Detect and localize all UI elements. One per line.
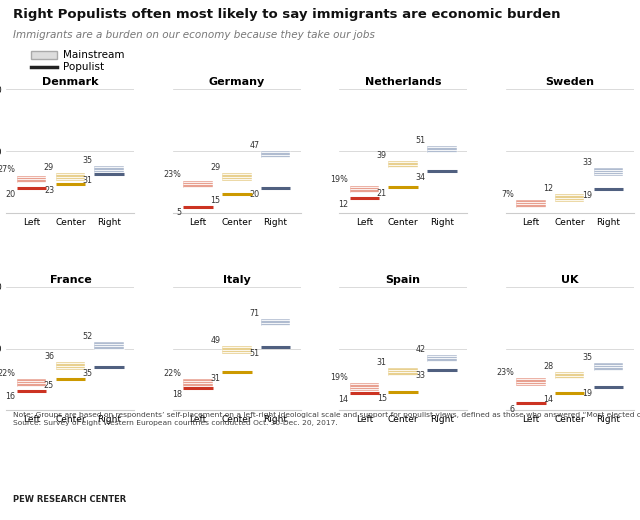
Text: 35: 35 (582, 353, 592, 362)
Text: 12: 12 (338, 200, 348, 209)
Bar (261, 151, 291, 159)
Text: 35: 35 (83, 369, 93, 378)
Title: Germany: Germany (209, 77, 265, 87)
Bar (17, 380, 46, 387)
Text: 27%: 27% (0, 165, 15, 175)
Text: 14: 14 (543, 395, 554, 404)
Text: 14: 14 (338, 395, 348, 404)
Text: 18: 18 (172, 390, 182, 399)
Text: 20: 20 (5, 190, 15, 199)
Bar (349, 383, 379, 391)
Bar (428, 146, 457, 153)
Text: 49: 49 (211, 336, 221, 345)
Text: 21: 21 (377, 189, 387, 198)
Text: 29: 29 (44, 163, 54, 172)
Title: France: France (49, 275, 92, 284)
Text: 12: 12 (543, 184, 554, 193)
Text: 7%: 7% (502, 190, 515, 199)
Text: 51: 51 (415, 136, 426, 145)
Text: 23: 23 (44, 186, 54, 195)
Text: 51: 51 (249, 349, 259, 358)
Text: Immigrants are a burden on our economy because they take our jobs: Immigrants are a burden on our economy b… (13, 31, 374, 41)
Bar (555, 194, 584, 202)
Text: Mainstream: Mainstream (63, 50, 124, 60)
Title: UK: UK (561, 275, 579, 284)
Text: 39: 39 (377, 151, 387, 160)
Title: Netherlands: Netherlands (365, 77, 442, 87)
Text: 22%: 22% (0, 369, 15, 378)
Text: 28: 28 (543, 362, 554, 371)
Bar (261, 319, 291, 327)
Bar (17, 176, 46, 183)
Text: 31: 31 (83, 176, 93, 185)
Text: 23%: 23% (497, 368, 515, 377)
Bar (183, 380, 212, 387)
Text: 31: 31 (377, 358, 387, 367)
Bar (222, 173, 252, 180)
Bar (95, 166, 124, 173)
Text: 15: 15 (377, 394, 387, 402)
Bar (31, 50, 56, 59)
Text: 35: 35 (83, 155, 93, 165)
Bar (555, 372, 584, 380)
Bar (388, 368, 418, 376)
Text: 6: 6 (509, 405, 515, 414)
Bar (428, 355, 457, 362)
Text: 36: 36 (44, 352, 54, 361)
Bar (95, 342, 124, 350)
Bar (56, 173, 85, 180)
Bar (349, 186, 379, 193)
Text: 23%: 23% (164, 171, 182, 179)
Title: Denmark: Denmark (42, 77, 99, 87)
Text: Note: Groups are based on respondents’ self-placement on a left-right ideologica: Note: Groups are based on respondents’ s… (13, 412, 640, 426)
Bar (388, 161, 418, 168)
Text: 19%: 19% (330, 373, 348, 382)
Text: 22%: 22% (164, 369, 182, 378)
Text: Populist: Populist (63, 61, 104, 72)
Text: 16: 16 (5, 393, 15, 401)
Text: 29: 29 (211, 163, 221, 172)
Text: 71: 71 (249, 309, 259, 318)
Text: 20: 20 (249, 190, 259, 199)
Bar (516, 378, 545, 386)
Title: Italy: Italy (223, 275, 251, 284)
Text: 5: 5 (177, 209, 182, 217)
Bar (594, 168, 623, 176)
Text: 33: 33 (416, 371, 426, 381)
Text: 15: 15 (211, 196, 221, 205)
Bar (516, 200, 545, 208)
Text: PEW RESEARCH CENTER: PEW RESEARCH CENTER (13, 496, 126, 504)
Text: 52: 52 (83, 332, 93, 341)
Title: Sweden: Sweden (545, 77, 594, 87)
Text: 19: 19 (582, 389, 592, 398)
Text: 19: 19 (582, 191, 592, 200)
Text: 19%: 19% (330, 175, 348, 185)
Text: 25: 25 (44, 381, 54, 391)
Text: 42: 42 (415, 345, 426, 354)
Text: 33: 33 (582, 158, 592, 167)
Bar (56, 362, 85, 370)
Text: Right Populists often most likely to say immigrants are economic burden: Right Populists often most likely to say… (13, 8, 560, 21)
Title: Spain: Spain (386, 275, 420, 284)
Bar (183, 180, 212, 188)
Text: 34: 34 (416, 173, 426, 181)
Bar (594, 363, 623, 371)
Text: 31: 31 (211, 374, 221, 383)
Bar (222, 346, 252, 354)
Text: 47: 47 (249, 141, 259, 150)
